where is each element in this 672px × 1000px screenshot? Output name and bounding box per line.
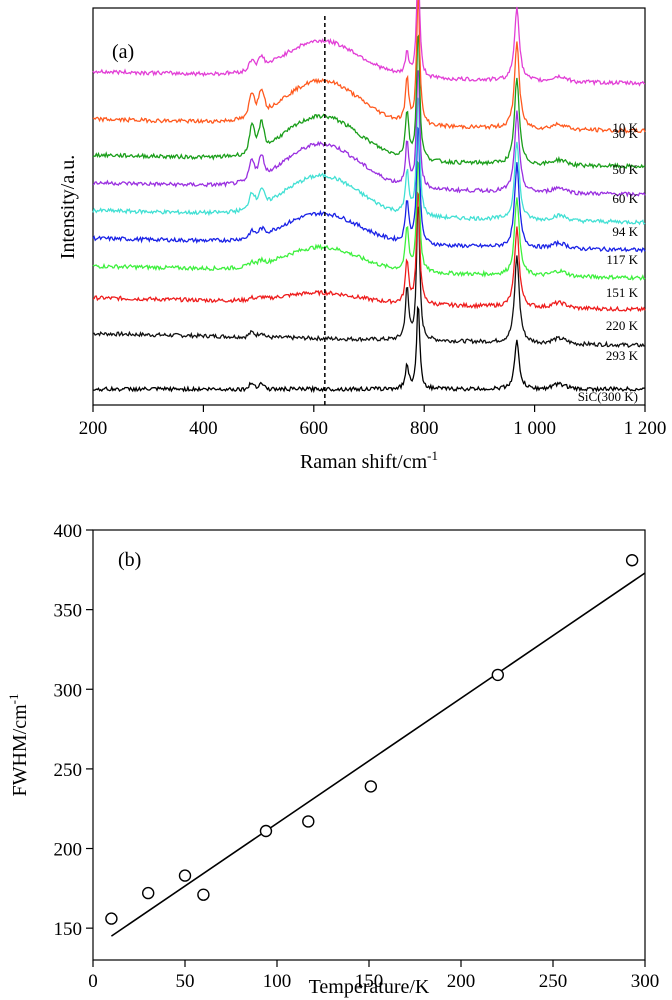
raman-series-line: [92, 70, 646, 198]
raman-series-label: 60 K: [612, 191, 638, 206]
fwhm-data-point: [302, 815, 315, 828]
raman-series-labels: 10 K30 K 50 K 60 K 94 K 117 K 151 K 220 K 293 K…: [578, 120, 639, 404]
raman-x-tick-label: 200: [79, 418, 108, 439]
fwhm-y-tick-label: 300: [54, 680, 83, 701]
fwhm-data-point: [364, 780, 378, 793]
raman-x-ticks: 200 400 600 800 1 000 1 200: [79, 405, 667, 439]
raman-series-label: SiC(300 K): [578, 389, 638, 404]
raman-series-line: [92, 206, 646, 349]
raman-y-axis-label: Intensity/a.u.: [57, 155, 79, 259]
raman-series-label: 220 K: [606, 318, 639, 333]
raman-series-label: 50 K: [612, 162, 638, 177]
fwhm-x-tick-label: 200: [447, 971, 476, 992]
raman-x-tick-label: 800: [410, 418, 439, 439]
panel-b-label: (b): [118, 549, 141, 571]
fwhm-y-tick-label: 150: [54, 919, 83, 940]
fwhm-data-point: [178, 869, 192, 882]
raman-x-tick-label: 1 000: [513, 418, 556, 439]
fwhm-x-tick-label: 300: [631, 971, 660, 992]
fwhm-y-axis-label: FWHM/cm-1: [6, 693, 31, 796]
raman-series-line: [92, 33, 646, 170]
fwhm-data-points: [105, 554, 639, 925]
fwhm-vs-temperature-chart: 0 50 100 150 200 250 300 150 200 250 300 350 400 (b)…: [6, 521, 659, 998]
fwhm-data-point: [105, 912, 118, 925]
raman-series-label: 117 K: [606, 252, 638, 267]
raman-series-lines: [92, 0, 646, 394]
raman-series-label: 293 K: [606, 348, 639, 363]
raman-x-axis-label: Raman shift/cm-1: [300, 448, 438, 473]
raman-x-tick-label: 600: [300, 418, 329, 439]
fwhm-y-tick-label: 350: [54, 601, 83, 622]
raman-spectra-chart: 200 400 600 800 1 000 1 200 10 K30 K 50 K 60 K 9…: [57, 0, 666, 473]
linear-fit-line: [110, 572, 646, 937]
fwhm-axis-ticks: 0 50 100 150 200 250 300 150 200 250 300 350 400: [54, 521, 660, 992]
fwhm-data-point: [141, 886, 155, 900]
raman-series-label: 94 K: [612, 224, 638, 239]
raman-series-line: [92, 125, 646, 254]
raman-series-line: [92, 0, 646, 87]
fwhm-x-tick-label: 100: [263, 971, 292, 992]
fwhm-data-point: [491, 668, 504, 682]
fwhm-y-tick-label: 250: [54, 760, 83, 781]
fwhm-x-axis-label: Temperature/K: [309, 976, 430, 998]
fwhm-x-tick-label: 50: [176, 971, 195, 992]
fwhm-plot-frame: [92, 529, 646, 961]
raman-series-label: 151 K: [606, 285, 639, 300]
raman-reference-line: [92, 305, 646, 394]
fwhm-y-tick-label: 200: [54, 840, 83, 861]
fwhm-data-point: [259, 824, 273, 838]
raman-x-tick-label: 400: [189, 418, 218, 439]
raman-series-line: [92, 0, 646, 134]
fwhm-data-point: [197, 888, 210, 901]
panel-a-label: (a): [112, 41, 134, 63]
raman-x-tick-label: 1 200: [624, 418, 667, 439]
raman-series-label: 10 K: [612, 120, 638, 135]
raman-plot-frame: [92, 7, 646, 406]
raman-series-label: 30 K: [612, 126, 638, 141]
raman-series-line: [92, 97, 646, 226]
raman-series-line: [92, 160, 646, 281]
fwhm-x-tick-label: 0: [88, 971, 98, 992]
raman-series-line: [92, 190, 646, 313]
fwhm-x-tick-label: 150: [355, 971, 384, 992]
fwhm-x-tick-label: 250: [539, 971, 568, 992]
fwhm-y-tick-label: 400: [54, 521, 83, 542]
fwhm-data-point: [625, 554, 639, 567]
